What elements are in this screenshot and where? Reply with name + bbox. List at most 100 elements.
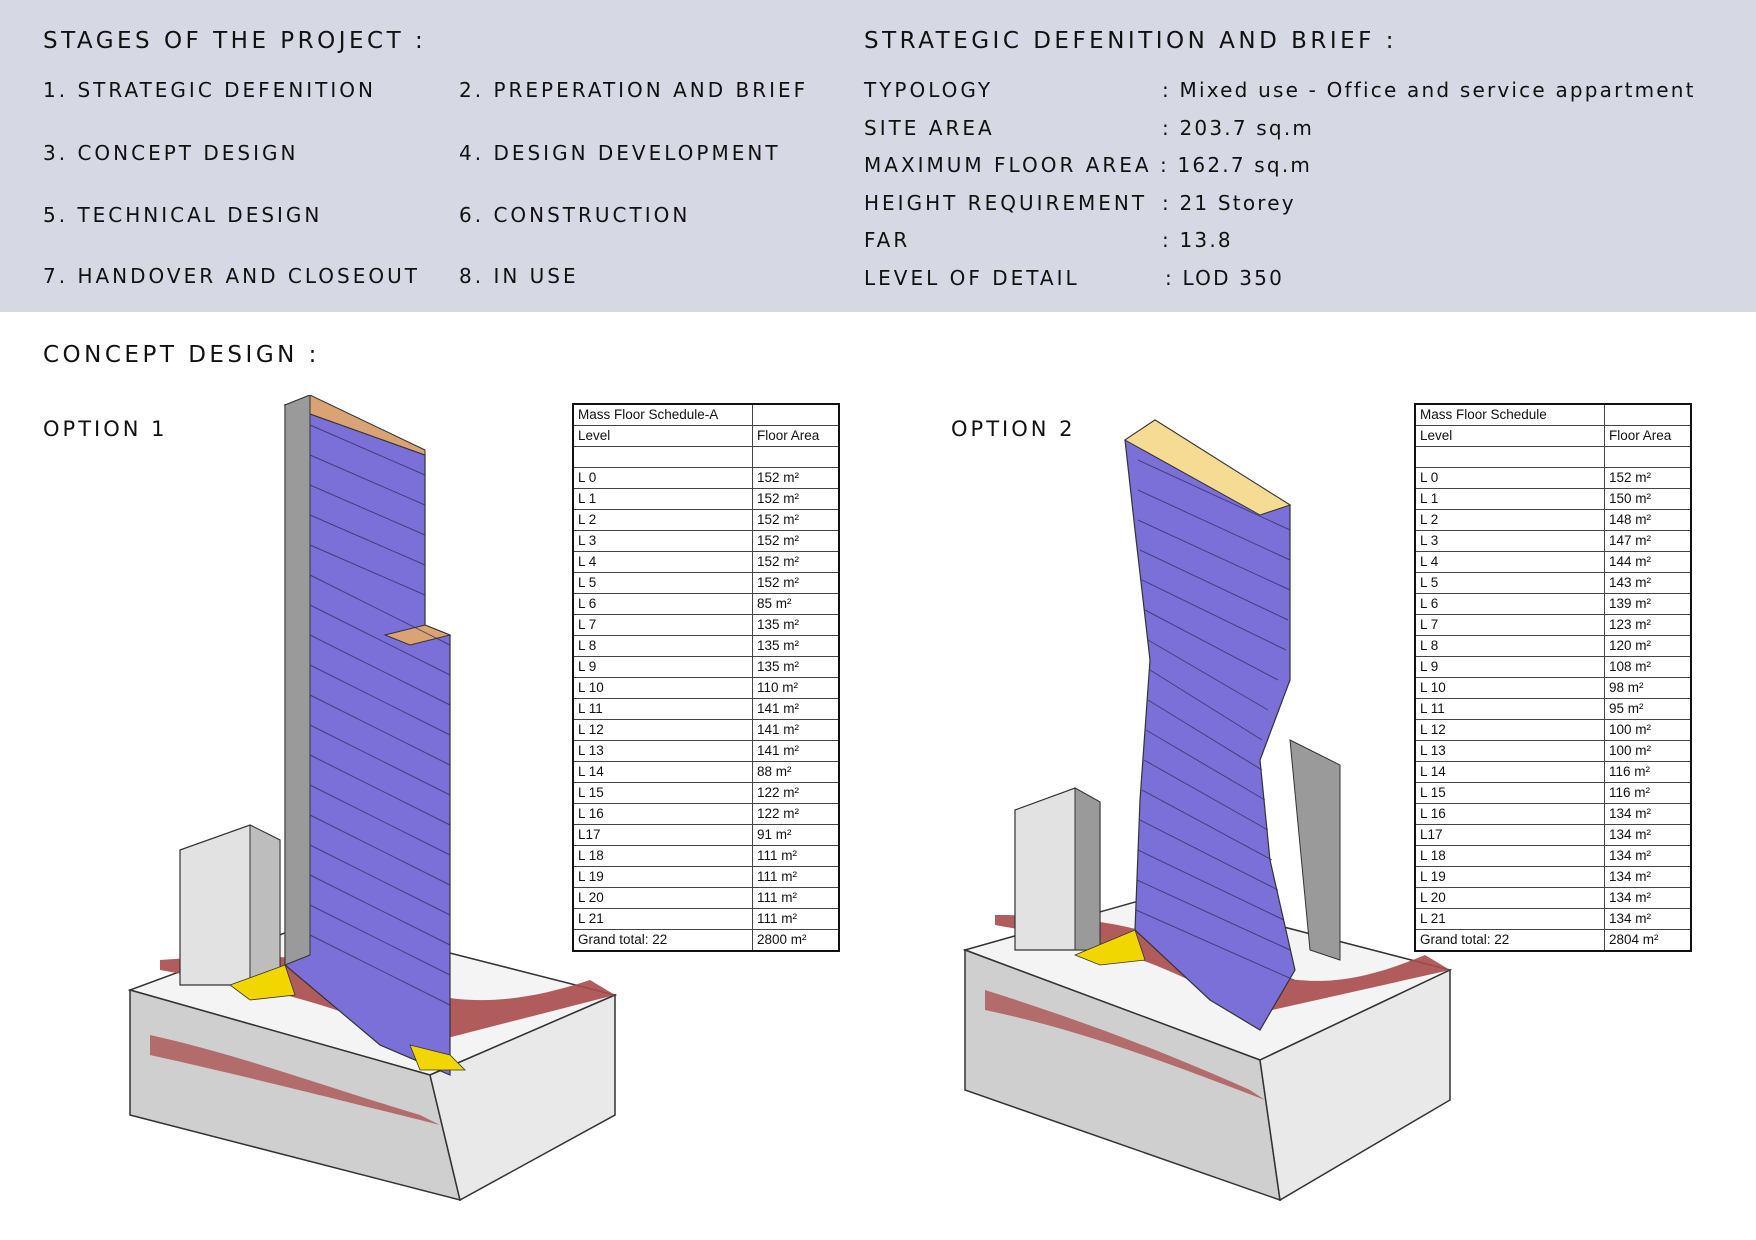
schedule-row: L 6 139 m² <box>1414 593 1692 615</box>
stage-5: 5. TECHNICAL DESIGN <box>43 203 323 227</box>
schedule-row: L 11 95 m² <box>1414 698 1692 720</box>
schedule-row: L 15 116 m² <box>1414 782 1692 804</box>
schedule-row: L 9 135 m² <box>572 656 840 678</box>
schedule-row: L 8 120 m² <box>1414 635 1692 657</box>
schedule-row: L 5 143 m² <box>1414 572 1692 594</box>
schedule-level: L 15 <box>1414 782 1605 804</box>
schedule-total-area: 2800 m² <box>752 929 840 951</box>
schedule-area: 111 m² <box>752 908 840 930</box>
schedule-row: L 21 134 m² <box>1414 908 1692 930</box>
schedule-area: 141 m² <box>752 740 840 762</box>
schedule-level: L 10 <box>1414 677 1605 699</box>
schedule-area: 111 m² <box>752 845 840 867</box>
brief-value-height: : 21 Storey <box>1162 191 1296 215</box>
schedule-area: 141 m² <box>752 698 840 720</box>
schedule-level: L 13 <box>572 740 753 762</box>
schedule-row: L 7 123 m² <box>1414 614 1692 636</box>
schedule-row: L 2 152 m² <box>572 509 840 531</box>
schedule-area: 144 m² <box>1604 551 1692 573</box>
schedule-col-area: Floor Area <box>752 425 840 447</box>
schedule-total-label: Grand total: 22 <box>1414 929 1605 951</box>
schedule-col-area: Floor Area <box>1604 425 1692 447</box>
schedule-level: L 2 <box>1414 509 1605 531</box>
stage-1: 1. STRATEGIC DEFENITION <box>43 78 376 102</box>
schedule-row: L 5 152 m² <box>572 572 840 594</box>
option-1-label: OPTION 1 <box>43 417 168 441</box>
option-1-floor-schedule: Mass Floor Schedule-A Level Floor Area L … <box>572 403 840 952</box>
schedule-row: L 15 122 m² <box>572 782 840 804</box>
schedule-level: L 20 <box>572 887 753 909</box>
schedule-area: 143 m² <box>1604 572 1692 594</box>
schedule-row: L 10 98 m² <box>1414 677 1692 699</box>
schedule-title: Mass Floor Schedule <box>1414 403 1605 426</box>
schedule-level: L 11 <box>1414 698 1605 720</box>
schedule-area: 88 m² <box>752 761 840 783</box>
schedule-area: 152 m² <box>1604 467 1692 489</box>
schedule-row: L 21 111 m² <box>572 908 840 930</box>
schedule-level: L 4 <box>1414 551 1605 573</box>
schedule-area: 152 m² <box>752 530 840 552</box>
schedule-row: L 1 150 m² <box>1414 488 1692 510</box>
schedule-level: L 11 <box>572 698 753 720</box>
schedule-area: 148 m² <box>1604 509 1692 531</box>
stage-3: 3. CONCEPT DESIGN <box>43 141 299 165</box>
schedule-row: L 4 152 m² <box>572 551 840 573</box>
schedule-area: 120 m² <box>1604 635 1692 657</box>
schedule-area: 152 m² <box>752 572 840 594</box>
schedule-level: L 2 <box>572 509 753 531</box>
schedule-col-level: Level <box>1414 425 1605 447</box>
stage-2: 2. PREPERATION AND BRIEF <box>459 78 809 102</box>
option-2-label: OPTION 2 <box>951 417 1076 441</box>
schedule-row: L 16 134 m² <box>1414 803 1692 825</box>
schedule-area: 135 m² <box>752 614 840 636</box>
schedule-area: 100 m² <box>1604 740 1692 762</box>
schedule-level: L 5 <box>572 572 753 594</box>
schedule-row: L 18 111 m² <box>572 845 840 867</box>
schedule-level: L 14 <box>1414 761 1605 783</box>
schedule-col-level: Level <box>572 425 753 447</box>
schedule-row: L 10 110 m² <box>572 677 840 699</box>
schedule-level: L 9 <box>572 656 753 678</box>
stages-title: STAGES OF THE PROJECT : <box>43 28 427 54</box>
schedule-area: 110 m² <box>752 677 840 699</box>
schedule-row: L 0 152 m² <box>572 467 840 489</box>
schedule-level: L 8 <box>572 635 753 657</box>
brief-label-lod: LEVEL OF DETAIL <box>864 266 1080 290</box>
schedule-level: L 19 <box>572 866 753 888</box>
schedule-area: 108 m² <box>1604 656 1692 678</box>
schedule-area: 141 m² <box>752 719 840 741</box>
schedule-area: 85 m² <box>752 593 840 615</box>
schedule-row: L 11 141 m² <box>572 698 840 720</box>
schedule-title: Mass Floor Schedule-A <box>572 403 753 426</box>
schedule-area: 116 m² <box>1604 761 1692 783</box>
brief-label-height: HEIGHT REQUIREMENT <box>864 191 1148 215</box>
schedule-total-label: Grand total: 22 <box>572 929 753 951</box>
schedule-row: L 6 85 m² <box>572 593 840 615</box>
schedule-row: L 0 152 m² <box>1414 467 1692 489</box>
schedule-level: L 0 <box>572 467 753 489</box>
brief-label-typology: TYPOLOGY <box>864 78 994 102</box>
schedule-area: 122 m² <box>752 803 840 825</box>
schedule-level: L 7 <box>1414 614 1605 636</box>
schedule-row: L 1 152 m² <box>572 488 840 510</box>
schedule-row: L 3 147 m² <box>1414 530 1692 552</box>
schedule-area: 150 m² <box>1604 488 1692 510</box>
brief-label-max-floor-area: MAXIMUM FLOOR AREA <box>864 153 1152 177</box>
schedule-level: L 16 <box>1414 803 1605 825</box>
schedule-row: L 2 148 m² <box>1414 509 1692 531</box>
schedule-area: 147 m² <box>1604 530 1692 552</box>
schedule-level: L 7 <box>572 614 753 636</box>
schedule-level: L 1 <box>572 488 753 510</box>
schedule-area: 134 m² <box>1604 908 1692 930</box>
brief-value-typology: : Mixed use - Office and service appartm… <box>1162 78 1696 102</box>
schedule-area: 98 m² <box>1604 677 1692 699</box>
schedule-level: L 18 <box>572 845 753 867</box>
concept-title: CONCEPT DESIGN : <box>43 342 320 368</box>
schedule-row: L 19 134 m² <box>1414 866 1692 888</box>
schedule-level: L 16 <box>572 803 753 825</box>
schedule-row: L 8 135 m² <box>572 635 840 657</box>
schedule-area: 122 m² <box>752 782 840 804</box>
schedule-level: L 8 <box>1414 635 1605 657</box>
